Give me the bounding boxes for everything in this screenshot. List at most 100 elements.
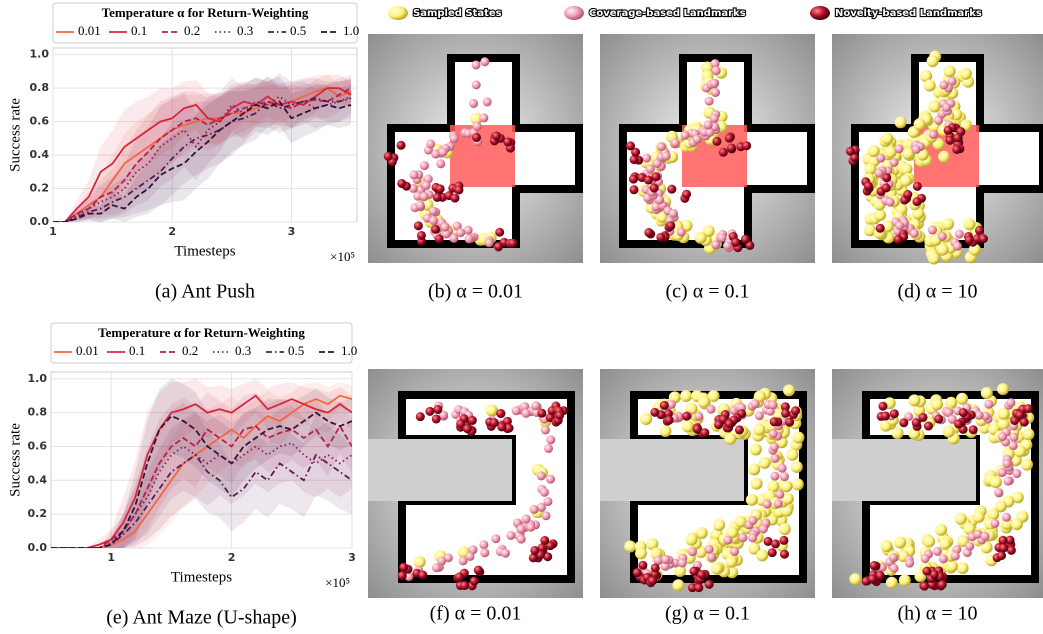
- novelty-landmark: [734, 425, 744, 435]
- coverage-landmark: [480, 548, 490, 558]
- novelty-landmark: [943, 125, 953, 135]
- sampled-state: [980, 387, 993, 400]
- coverage-landmark: [997, 467, 1007, 477]
- coverage-landmark: [531, 401, 541, 411]
- sampled-state: [942, 425, 955, 438]
- novelty-landmark: [845, 146, 855, 156]
- std-band: [51, 392, 352, 548]
- panel-caption: (f) α = 0.01: [430, 603, 522, 625]
- coverage-landmark: [409, 170, 419, 180]
- coverage-landmark: [526, 522, 536, 532]
- x-tick-label: 3: [288, 225, 296, 238]
- coverage-landmark: [661, 554, 671, 564]
- sampled-state: [900, 162, 913, 175]
- legend-title: Temperature α for Return-Weighting: [98, 325, 305, 340]
- coverage-landmark: [694, 411, 704, 421]
- coverage-landmark: [437, 556, 447, 566]
- coverage-landmark: [440, 222, 450, 232]
- coverage-landmark: [436, 159, 446, 169]
- legend-sphere: [388, 6, 408, 20]
- coverage-landmark: [661, 151, 671, 161]
- sampled-state: [707, 390, 720, 403]
- coverage-landmark: [443, 553, 453, 563]
- novelty-landmark: [1015, 410, 1025, 420]
- novelty-landmark: [462, 424, 472, 434]
- coverage-landmark: [520, 402, 530, 412]
- coverage-landmark: [670, 138, 680, 148]
- sampled-state: [698, 395, 711, 408]
- coverage-landmark: [717, 233, 727, 243]
- coverage-landmark: [775, 489, 785, 499]
- novelty-landmark: [882, 173, 892, 183]
- coverage-landmark: [704, 544, 714, 554]
- novelty-landmark: [651, 172, 661, 182]
- novelty-landmark: [850, 153, 860, 163]
- novelty-landmark: [644, 228, 654, 238]
- sampled-state: [792, 431, 805, 444]
- sampled-state: [624, 540, 637, 553]
- sampled-state: [938, 150, 951, 163]
- coverage-landmark: [1012, 469, 1022, 479]
- legend-label: 0.1: [129, 343, 145, 358]
- coverage-landmark: [408, 183, 418, 193]
- legend-sphere: [564, 6, 584, 20]
- novelty-landmark: [681, 411, 691, 421]
- novelty-landmark: [496, 408, 506, 418]
- y-tick-label: 0.6: [28, 439, 48, 452]
- sampled-state: [884, 146, 897, 159]
- coverage-landmark: [905, 558, 915, 568]
- sampled-state: [672, 579, 685, 592]
- novelty-landmark: [667, 184, 677, 194]
- sampled-state: [680, 390, 693, 403]
- novelty-landmark: [472, 132, 482, 142]
- sampled-state: [881, 132, 894, 145]
- novelty-landmark: [918, 412, 928, 422]
- coverage-landmark: [920, 554, 930, 564]
- coverage-landmark: [680, 130, 690, 140]
- sampled-state: [894, 116, 907, 129]
- novelty-landmark: [450, 193, 460, 203]
- novelty-landmark: [491, 131, 501, 141]
- coverage-landmark: [1003, 476, 1013, 486]
- legend-label: 1.0: [341, 343, 357, 358]
- sampled-state: [778, 523, 791, 536]
- coverage-landmark: [885, 197, 895, 207]
- coverage-landmark: [540, 425, 550, 435]
- sampled-state: [681, 420, 694, 433]
- novelty-landmark: [880, 411, 890, 421]
- coverage-landmark: [692, 134, 702, 144]
- coverage-landmark: [431, 149, 441, 159]
- panel-caption: (d) α = 10: [897, 281, 977, 303]
- sampled-state: [791, 478, 804, 491]
- coverage-landmark: [707, 552, 717, 562]
- coverage-landmark: [456, 228, 466, 238]
- sampled-state: [485, 404, 498, 417]
- novelty-landmark: [628, 174, 638, 184]
- sampled-state: [954, 512, 967, 525]
- novelty-landmark: [934, 414, 944, 424]
- plot-series: [51, 378, 352, 548]
- novelty-landmark: [659, 400, 669, 410]
- sampled-state: [782, 384, 795, 397]
- coverage-landmark: [438, 147, 448, 157]
- novelty-landmark: [434, 234, 444, 244]
- coverage-landmark: [536, 502, 546, 512]
- coverage-landmark: [768, 429, 778, 439]
- coverage-landmark: [677, 558, 687, 568]
- sampled-state: [863, 224, 876, 237]
- novelty-landmark: [889, 409, 899, 419]
- y-tick-label: 0.6: [30, 115, 50, 128]
- sampled-state: [899, 174, 912, 187]
- sampled-state: [745, 493, 758, 506]
- novelty-landmark: [996, 551, 1006, 561]
- sampled-state: [945, 560, 958, 573]
- coverage-landmark: [465, 551, 475, 561]
- novelty-landmark: [763, 536, 773, 546]
- legend-label: Novelty-based Landmarks: [835, 8, 982, 19]
- sampled-state: [767, 480, 780, 493]
- novelty-landmark: [508, 238, 518, 248]
- novelty-landmark: [632, 568, 642, 578]
- coverage-landmark: [541, 511, 551, 521]
- coverage-landmark: [938, 554, 948, 564]
- novelty-landmark: [504, 423, 514, 433]
